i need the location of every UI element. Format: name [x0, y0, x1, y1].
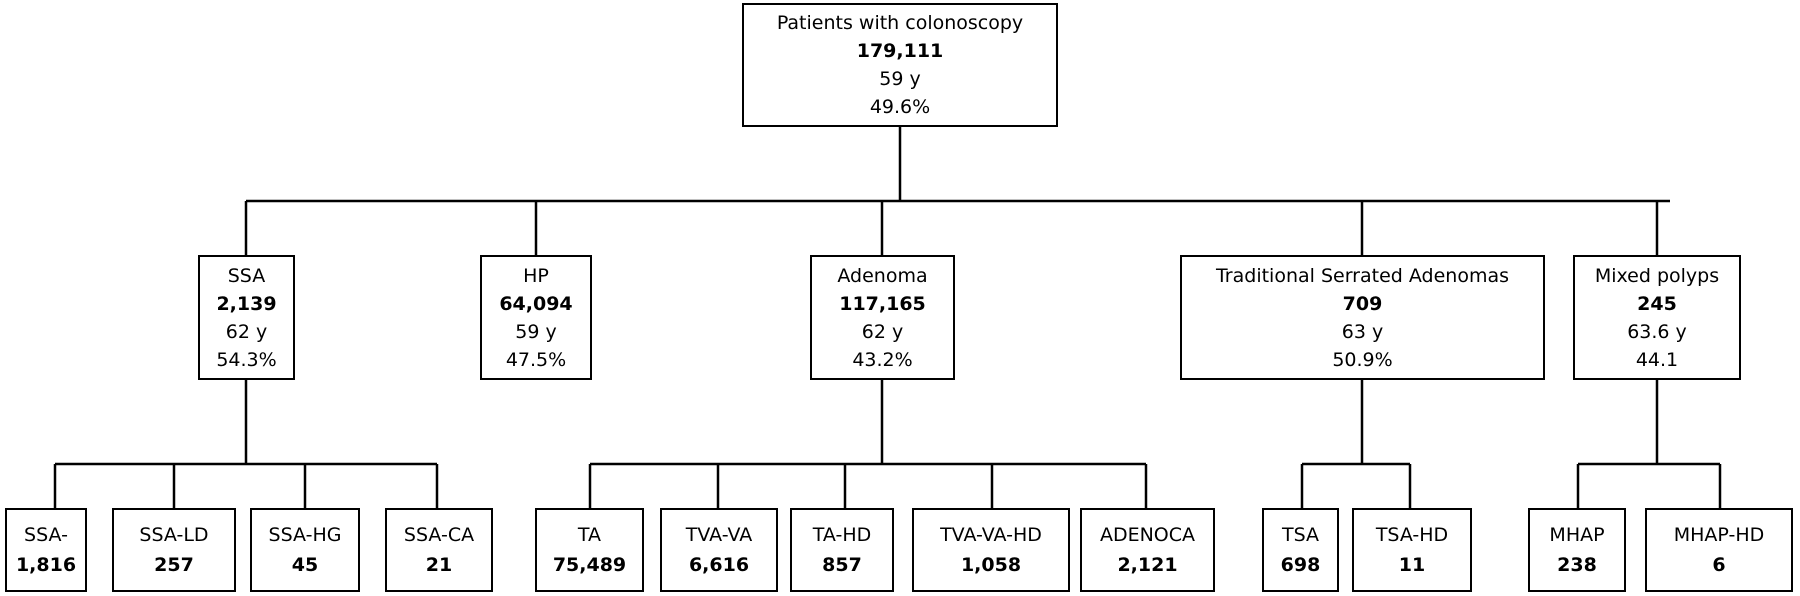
- leaf-count: 6,616: [688, 554, 750, 576]
- node-mixed-label: Mixed polyps: [1594, 264, 1720, 287]
- node-ssa: SSA 2,139 62 y 54.3%: [198, 255, 295, 380]
- leaf-count: 6: [1712, 554, 1726, 576]
- node-hp-label: HP: [523, 264, 549, 287]
- node-ssa-count: 2,139: [216, 292, 277, 315]
- node-mixed-age: 63.6 y: [1627, 320, 1687, 343]
- node-tsa-label: Traditional Serrated Adenomas: [1215, 264, 1509, 287]
- node-tsa-pct: 50.9%: [1332, 348, 1393, 371]
- node-ssa-pct: 54.3%: [216, 348, 277, 371]
- leaf-ssa-none: SSA- 1,816: [5, 508, 87, 592]
- root-age: 59 y: [879, 68, 921, 90]
- node-hp-pct: 47.5%: [505, 348, 567, 371]
- leaf-label: SSA-: [24, 524, 68, 546]
- leaf-count: 45: [291, 554, 319, 576]
- node-adenoma-label: Adenoma: [837, 264, 928, 287]
- leaf-label: TVA-VA-HD: [940, 524, 1042, 546]
- leaf-count: 2,121: [1117, 554, 1178, 576]
- node-tsa: Traditional Serrated Adenomas 709 63 y 5…: [1180, 255, 1545, 380]
- leaf-mhap: MHAP 238: [1528, 508, 1626, 592]
- leaf-tva-va: TVA-VA 6,616: [660, 508, 778, 592]
- node-ssa-label: SSA: [227, 264, 266, 287]
- leaf-count: 75,489: [552, 554, 627, 576]
- root-node: Patients with colonoscopy 179,111 59 y 4…: [742, 3, 1058, 127]
- leaf-label: TSA-HD: [1375, 524, 1449, 546]
- leaf-count: 11: [1398, 554, 1426, 576]
- node-ssa-age: 62 y: [225, 320, 268, 343]
- leaf-ssa-ca: SSA-CA 21: [385, 508, 493, 592]
- node-adenoma-pct: 43.2%: [852, 348, 913, 371]
- leaf-label: ADENOCA: [1099, 524, 1196, 546]
- leaf-label: TA: [577, 524, 602, 546]
- leaf-ssa-ld: SSA-LD 257: [112, 508, 236, 592]
- node-hp-count: 64,094: [499, 292, 573, 315]
- leaf-count: 1,816: [15, 554, 77, 576]
- leaf-count: 238: [1557, 554, 1597, 576]
- leaf-label: MHAP: [1549, 524, 1605, 546]
- node-mixed-count: 245: [1637, 292, 1677, 315]
- node-adenoma: Adenoma 117,165 62 y 43.2%: [810, 255, 955, 380]
- leaf-label: SSA-HG: [268, 524, 342, 546]
- node-mixed: Mixed polyps 245 63.6 y 44.1: [1573, 255, 1741, 380]
- leaf-count: 698: [1280, 554, 1321, 576]
- leaf-tva-va-hd: TVA-VA-HD 1,058: [912, 508, 1070, 592]
- leaf-count: 857: [822, 554, 862, 576]
- root-pct: 49.6%: [869, 96, 931, 118]
- node-tsa-count: 709: [1342, 292, 1383, 315]
- leaf-label: MHAP-HD: [1673, 524, 1765, 546]
- leaf-tsa: TSA 698: [1262, 508, 1339, 592]
- leaf-ta: TA 75,489: [535, 508, 644, 592]
- leaf-count: 21: [425, 554, 453, 576]
- leaf-count: 1,058: [960, 554, 1022, 576]
- node-adenoma-age: 62 y: [861, 320, 904, 343]
- node-tsa-age: 63 y: [1341, 320, 1384, 343]
- leaf-ssa-hg: SSA-HG 45: [250, 508, 360, 592]
- leaf-label: SSA-LD: [139, 524, 209, 546]
- leaf-tsa-hd: TSA-HD 11: [1352, 508, 1472, 592]
- leaf-adenoca: ADENOCA 2,121: [1080, 508, 1215, 592]
- root-count: 179,111: [856, 40, 944, 62]
- leaf-label: TSA: [1281, 524, 1320, 546]
- leaf-count: 257: [154, 554, 194, 576]
- node-hp-age: 59 y: [515, 320, 557, 343]
- leaf-label: TVA-VA: [685, 524, 753, 546]
- node-hp: HP 64,094 59 y 47.5%: [480, 255, 592, 380]
- leaf-label: TA-HD: [812, 524, 872, 546]
- leaf-mhap-hd: MHAP-HD 6: [1645, 508, 1793, 592]
- leaf-label: SSA-CA: [403, 524, 475, 546]
- node-adenoma-count: 117,165: [839, 292, 926, 315]
- root-label: Patients with colonoscopy: [776, 12, 1024, 34]
- leaf-ta-hd: TA-HD 857: [790, 508, 894, 592]
- node-mixed-pct: 44.1: [1635, 348, 1679, 371]
